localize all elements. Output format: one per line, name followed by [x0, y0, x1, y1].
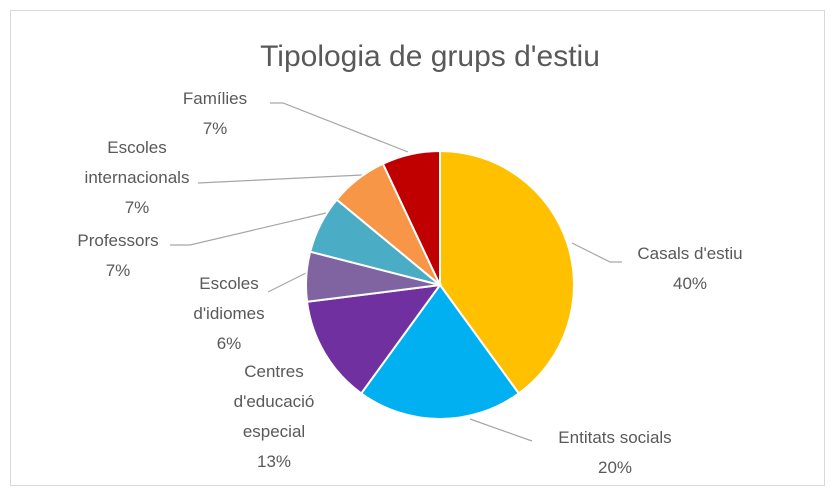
leader-lines — [170, 102, 622, 442]
value-label: 7% — [202, 119, 228, 138]
value-label: 6% — [216, 334, 242, 353]
leader-line — [270, 102, 409, 153]
leader-line — [197, 174, 363, 184]
chart-title: Tipologia de grups d'estiu — [260, 40, 600, 73]
data-label: Centres d'educació especial 13% — [219, 357, 329, 477]
leader-line — [571, 242, 622, 263]
data-label: Entitats socials 20% — [535, 423, 695, 483]
data-label: Famílies 7% — [165, 84, 265, 144]
category-label: Escoles d'idiomes — [193, 274, 265, 323]
category-label: Famílies — [182, 89, 248, 108]
data-label: Escoles internacionals 7% — [72, 133, 202, 223]
value-label: 7% — [105, 261, 131, 280]
pie-slice — [359, 283, 521, 420]
value-label: 40% — [672, 274, 708, 293]
value-label: 7% — [124, 198, 150, 217]
pie-slice — [439, 149, 575, 395]
data-label: Escoles d'idiomes 6% — [184, 269, 274, 359]
leader-line — [267, 269, 313, 293]
pie-slice — [381, 149, 441, 286]
value-label: 20% — [597, 458, 633, 477]
category-label: Professors — [77, 231, 159, 250]
category-label: Centres d'educació especial — [233, 362, 315, 441]
leader-line — [170, 212, 327, 246]
data-label: Professors 7% — [63, 226, 173, 286]
category-label: Casals d'estiu — [637, 244, 743, 263]
category-label: Escoles internacionals — [84, 138, 190, 187]
pie-slice — [305, 283, 443, 395]
value-label: 13% — [256, 452, 292, 471]
slices — [305, 149, 575, 420]
category-label: Entitats socials — [558, 428, 672, 447]
data-label: Casals d'estiu 40% — [615, 239, 765, 299]
leader-line — [469, 418, 533, 442]
